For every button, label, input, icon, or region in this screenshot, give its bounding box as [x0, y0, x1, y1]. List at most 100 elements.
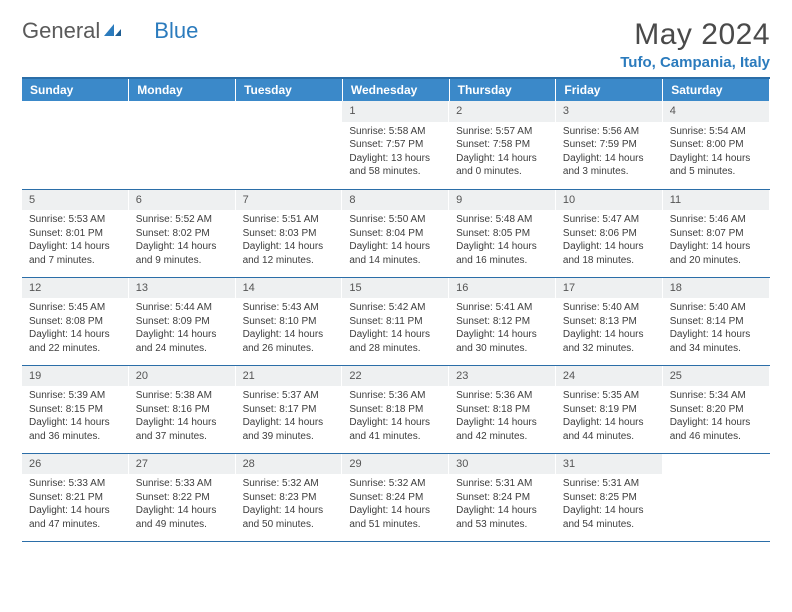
sunset-text: Sunset: 8:24 PM — [349, 491, 442, 505]
daylight-text: Daylight: 14 hours and 20 minutes. — [670, 240, 763, 267]
sunrise-text: Sunrise: 5:46 AM — [670, 213, 763, 227]
day-number: 7 — [236, 190, 343, 211]
day-number: 25 — [663, 366, 770, 387]
calendar-cell — [129, 101, 236, 189]
sunrise-text: Sunrise: 5:38 AM — [136, 389, 229, 403]
calendar-cell: 8Sunrise: 5:50 AMSunset: 8:04 PMDaylight… — [342, 189, 449, 277]
sunset-text: Sunset: 8:01 PM — [29, 227, 122, 241]
daylight-text: Daylight: 14 hours and 54 minutes. — [563, 504, 656, 531]
day-header: Friday — [556, 78, 663, 101]
logo-text-blue: Blue — [154, 18, 198, 44]
day-number — [236, 101, 343, 119]
day-number: 9 — [449, 190, 556, 211]
sunset-text: Sunset: 7:58 PM — [456, 138, 549, 152]
daylight-text: Daylight: 13 hours and 58 minutes. — [349, 152, 442, 179]
calendar-cell: 25Sunrise: 5:34 AMSunset: 8:20 PMDayligh… — [663, 365, 770, 453]
sunrise-text: Sunrise: 5:34 AM — [670, 389, 763, 403]
sunset-text: Sunset: 8:13 PM — [563, 315, 656, 329]
daylight-text: Daylight: 14 hours and 3 minutes. — [563, 152, 656, 179]
sunset-text: Sunset: 8:12 PM — [456, 315, 549, 329]
daylight-text: Daylight: 14 hours and 42 minutes. — [456, 416, 549, 443]
sunset-text: Sunset: 8:23 PM — [243, 491, 336, 505]
calendar-cell: 29Sunrise: 5:32 AMSunset: 8:24 PMDayligh… — [342, 453, 449, 541]
calendar-cell: 9Sunrise: 5:48 AMSunset: 8:05 PMDaylight… — [449, 189, 556, 277]
sunset-text: Sunset: 8:19 PM — [563, 403, 656, 417]
sunset-text: Sunset: 7:57 PM — [349, 138, 442, 152]
calendar-cell: 27Sunrise: 5:33 AMSunset: 8:22 PMDayligh… — [129, 453, 236, 541]
daylight-text: Daylight: 14 hours and 39 minutes. — [243, 416, 336, 443]
day-number: 16 — [449, 278, 556, 299]
day-details: Sunrise: 5:57 AMSunset: 7:58 PMDaylight:… — [449, 122, 556, 185]
day-details: Sunrise: 5:35 AMSunset: 8:19 PMDaylight:… — [556, 386, 663, 449]
day-number: 27 — [129, 454, 236, 475]
day-number: 31 — [556, 454, 663, 475]
logo-sail-icon — [102, 18, 122, 44]
calendar-cell: 30Sunrise: 5:31 AMSunset: 8:24 PMDayligh… — [449, 453, 556, 541]
sunrise-text: Sunrise: 5:54 AM — [670, 125, 763, 139]
calendar-row: 12Sunrise: 5:45 AMSunset: 8:08 PMDayligh… — [22, 277, 770, 365]
day-number: 4 — [663, 101, 770, 122]
sunset-text: Sunset: 8:10 PM — [243, 315, 336, 329]
day-details: Sunrise: 5:46 AMSunset: 8:07 PMDaylight:… — [663, 210, 770, 273]
daylight-text: Daylight: 14 hours and 51 minutes. — [349, 504, 442, 531]
calendar-cell: 5Sunrise: 5:53 AMSunset: 8:01 PMDaylight… — [22, 189, 129, 277]
day-details: Sunrise: 5:36 AMSunset: 8:18 PMDaylight:… — [342, 386, 449, 449]
calendar-cell: 11Sunrise: 5:46 AMSunset: 8:07 PMDayligh… — [663, 189, 770, 277]
sunrise-text: Sunrise: 5:53 AM — [29, 213, 122, 227]
calendar-row: 26Sunrise: 5:33 AMSunset: 8:21 PMDayligh… — [22, 453, 770, 541]
day-details: Sunrise: 5:32 AMSunset: 8:23 PMDaylight:… — [236, 474, 343, 537]
sunrise-text: Sunrise: 5:57 AM — [456, 125, 549, 139]
calendar-cell: 21Sunrise: 5:37 AMSunset: 8:17 PMDayligh… — [236, 365, 343, 453]
calendar-cell — [236, 101, 343, 189]
calendar-cell: 6Sunrise: 5:52 AMSunset: 8:02 PMDaylight… — [129, 189, 236, 277]
daylight-text: Daylight: 14 hours and 41 minutes. — [349, 416, 442, 443]
day-number: 2 — [449, 101, 556, 122]
calendar-cell: 4Sunrise: 5:54 AMSunset: 8:00 PMDaylight… — [663, 101, 770, 189]
day-details: Sunrise: 5:45 AMSunset: 8:08 PMDaylight:… — [22, 298, 129, 361]
daylight-text: Daylight: 14 hours and 5 minutes. — [670, 152, 763, 179]
sunset-text: Sunset: 8:03 PM — [243, 227, 336, 241]
sunset-text: Sunset: 8:06 PM — [563, 227, 656, 241]
logo: General Blue — [22, 18, 198, 44]
sunrise-text: Sunrise: 5:36 AM — [456, 389, 549, 403]
daylight-text: Daylight: 14 hours and 49 minutes. — [136, 504, 229, 531]
day-details: Sunrise: 5:52 AMSunset: 8:02 PMDaylight:… — [129, 210, 236, 273]
day-number: 11 — [663, 190, 770, 211]
sunrise-text: Sunrise: 5:39 AM — [29, 389, 122, 403]
day-details: Sunrise: 5:53 AMSunset: 8:01 PMDaylight:… — [22, 210, 129, 273]
calendar-cell: 3Sunrise: 5:56 AMSunset: 7:59 PMDaylight… — [556, 101, 663, 189]
calendar-cell — [663, 453, 770, 541]
sunrise-text: Sunrise: 5:32 AM — [349, 477, 442, 491]
day-details: Sunrise: 5:56 AMSunset: 7:59 PMDaylight:… — [556, 122, 663, 185]
daylight-text: Daylight: 14 hours and 14 minutes. — [349, 240, 442, 267]
sunrise-text: Sunrise: 5:35 AM — [563, 389, 656, 403]
daylight-text: Daylight: 14 hours and 0 minutes. — [456, 152, 549, 179]
day-details: Sunrise: 5:54 AMSunset: 8:00 PMDaylight:… — [663, 122, 770, 185]
day-number: 3 — [556, 101, 663, 122]
day-details: Sunrise: 5:31 AMSunset: 8:25 PMDaylight:… — [556, 474, 663, 537]
sunrise-text: Sunrise: 5:40 AM — [563, 301, 656, 315]
day-number: 18 — [663, 278, 770, 299]
location: Tufo, Campania, Italy — [620, 54, 770, 71]
day-header: Thursday — [449, 78, 556, 101]
day-number: 30 — [449, 454, 556, 475]
day-number: 1 — [342, 101, 449, 122]
daylight-text: Daylight: 14 hours and 46 minutes. — [670, 416, 763, 443]
sunset-text: Sunset: 8:08 PM — [29, 315, 122, 329]
sunrise-text: Sunrise: 5:48 AM — [456, 213, 549, 227]
sunrise-text: Sunrise: 5:33 AM — [136, 477, 229, 491]
day-details: Sunrise: 5:34 AMSunset: 8:20 PMDaylight:… — [663, 386, 770, 449]
daylight-text: Daylight: 14 hours and 47 minutes. — [29, 504, 122, 531]
day-number: 5 — [22, 190, 129, 211]
daylight-text: Daylight: 14 hours and 37 minutes. — [136, 416, 229, 443]
day-number: 6 — [129, 190, 236, 211]
day-number: 21 — [236, 366, 343, 387]
calendar-row: 1Sunrise: 5:58 AMSunset: 7:57 PMDaylight… — [22, 101, 770, 189]
daylight-text: Daylight: 14 hours and 32 minutes. — [563, 328, 656, 355]
day-number: 17 — [556, 278, 663, 299]
day-number: 20 — [129, 366, 236, 387]
sunset-text: Sunset: 8:11 PM — [349, 315, 442, 329]
sunset-text: Sunset: 8:14 PM — [670, 315, 763, 329]
daylight-text: Daylight: 14 hours and 53 minutes. — [456, 504, 549, 531]
day-details: Sunrise: 5:33 AMSunset: 8:22 PMDaylight:… — [129, 474, 236, 537]
